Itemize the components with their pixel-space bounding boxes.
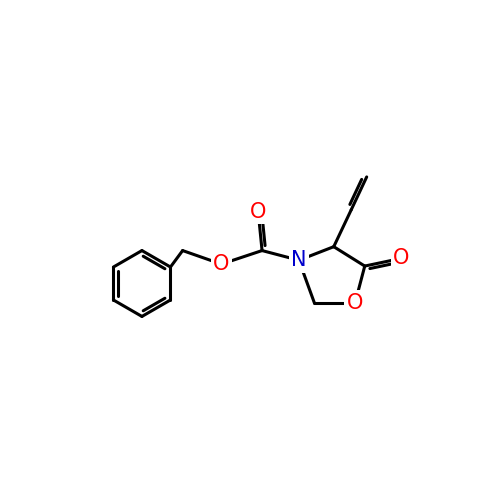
Text: O: O — [394, 248, 410, 268]
Text: O: O — [250, 202, 266, 222]
Text: O: O — [213, 254, 230, 274]
Text: N: N — [291, 250, 306, 270]
Text: O: O — [347, 293, 363, 313]
